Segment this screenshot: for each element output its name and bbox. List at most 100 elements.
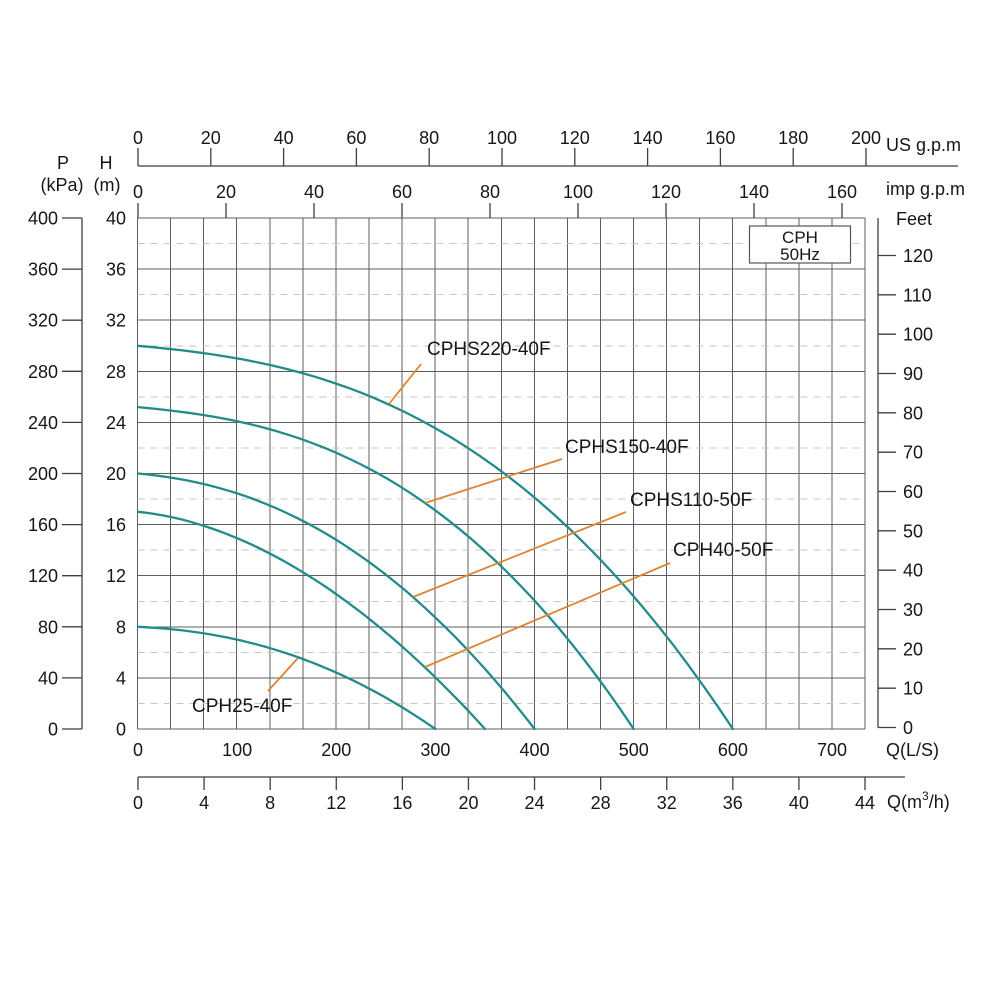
leader-line-CPHS110-50F xyxy=(412,511,627,598)
flow-m3h-tick-label: 28 xyxy=(591,793,611,813)
feet-tick-label: 70 xyxy=(903,443,923,463)
flow-m3h-tick-label: 4 xyxy=(199,793,209,813)
kpa-tick-label: 0 xyxy=(48,720,58,740)
head-m-tick-label: 8 xyxy=(116,617,126,637)
flow-m3h-tick-label: 0 xyxy=(133,793,143,813)
imp-gpm-tick-label: 80 xyxy=(480,182,500,202)
kpa-tick-label: 400 xyxy=(28,209,58,229)
us-gpm-tick-label: 20 xyxy=(201,128,221,148)
feet-tick-label: 80 xyxy=(903,403,923,423)
feet-tick-label: 20 xyxy=(903,639,923,659)
head-m-tick-label: 24 xyxy=(106,413,126,433)
flow-ls-tick-label: 500 xyxy=(619,740,649,760)
us-gpm-tick-label: 100 xyxy=(487,128,517,148)
feet-tick-label: 90 xyxy=(903,364,923,384)
feet-tick-label: 120 xyxy=(903,246,933,266)
kpa-tick-label: 160 xyxy=(28,515,58,535)
legend-frequency: 50Hz xyxy=(780,245,820,264)
curve-label-CPHS110-50F: CPHS110-50F xyxy=(630,490,752,511)
us-gpm-tick-label: 200 xyxy=(851,128,881,148)
curve-CPHS150-40F xyxy=(136,405,635,731)
feet-tick-label: 60 xyxy=(903,482,923,502)
flow-ls-tick-label: 300 xyxy=(420,740,450,760)
flow-m3h-tick-label: 40 xyxy=(789,793,809,813)
us-gpm-tick-label: 160 xyxy=(705,128,735,148)
us-gpm-tick-label: 120 xyxy=(560,128,590,148)
kpa-tick-label: 360 xyxy=(28,260,58,280)
flow-m3h-tick-label: 44 xyxy=(855,793,875,813)
kpa-tick-label: 80 xyxy=(38,617,58,637)
flow-ls-tick-label: 600 xyxy=(718,740,748,760)
legend-box xyxy=(748,225,852,264)
feet-tick-label: 110 xyxy=(903,285,932,305)
imp-gpm-tick-label: 100 xyxy=(563,182,593,202)
leader-line-CPHS220-40F xyxy=(388,363,422,405)
imp-gpm-tick-label: 60 xyxy=(392,182,412,202)
us-gpm-tick-label: 60 xyxy=(346,128,366,148)
flow-m3h-tick-label: 20 xyxy=(458,793,478,813)
leader-line-CPHS150-40F xyxy=(424,458,563,504)
curve-CPH40-50F xyxy=(136,510,487,731)
kpa-tick-label: 120 xyxy=(28,566,58,586)
us-gpm-tick-label: 40 xyxy=(274,128,294,148)
flow-ls-unit-label: Q(L/S) xyxy=(886,740,939,760)
curve-label-CPHS150-40F: CPHS150-40F xyxy=(565,437,689,458)
flow-m3h-tick-label: 16 xyxy=(392,793,412,813)
flow-ls-tick-label: 0 xyxy=(133,740,143,760)
legend-series-name: CPH xyxy=(782,228,818,247)
flow-m3h-tick-label: 32 xyxy=(657,793,677,813)
head-m-tick-label: 32 xyxy=(106,311,126,331)
curve-label-CPH40-50F: CPH40-50F xyxy=(673,540,773,561)
feet-tick-label: 10 xyxy=(903,679,923,699)
head-m-tick-label: 0 xyxy=(116,720,126,740)
feet-tick-label: 50 xyxy=(903,521,923,541)
flow-m3h-tick-label: 36 xyxy=(723,793,743,813)
imp-gpm-tick-label: 120 xyxy=(651,182,681,202)
head-m-tick-label: 16 xyxy=(106,515,126,535)
flow-m3h-tick-label: 8 xyxy=(265,793,275,813)
head-header-symbol: H xyxy=(100,153,113,173)
kpa-tick-label: 280 xyxy=(28,362,58,382)
flow-ls-tick-label: 200 xyxy=(321,740,351,760)
imp-gpm-tick-label: 20 xyxy=(216,182,236,202)
head-m-tick-label: 28 xyxy=(106,362,126,382)
us-gpm-tick-label: 80 xyxy=(419,128,439,148)
leader-line-CPH40-50F xyxy=(424,562,671,668)
imp-gpm-unit-label: imp g.p.m xyxy=(886,179,965,199)
flow-m3h-tick-label: 24 xyxy=(525,793,545,813)
curve-label-CPH25-40F: CPH25-40F xyxy=(192,696,292,717)
head-m-tick-label: 20 xyxy=(106,464,126,484)
curve-CPH25-40F xyxy=(136,625,437,731)
kpa-tick-label: 240 xyxy=(28,413,58,433)
us-gpm-tick-label: 140 xyxy=(633,128,663,148)
us-gpm-tick-label: 0 xyxy=(133,128,143,148)
head-m-tick-label: 40 xyxy=(106,209,126,229)
curve-label-CPHS220-40F: CPHS220-40F xyxy=(427,339,551,360)
head-m-tick-label: 12 xyxy=(106,566,126,586)
kpa-tick-label: 320 xyxy=(28,311,58,331)
head-header-unit: (m) xyxy=(94,175,121,195)
feet-tick-label: 30 xyxy=(903,600,923,620)
feet-tick-label: 100 xyxy=(903,325,933,345)
kpa-tick-label: 40 xyxy=(38,668,58,688)
us-gpm-unit-label: US g.p.m xyxy=(886,135,961,155)
feet-tick-label: 0 xyxy=(903,718,913,738)
imp-gpm-tick-label: 160 xyxy=(827,182,857,202)
curve-CPHS220-40F xyxy=(136,344,735,731)
imp-gpm-tick-label: 40 xyxy=(304,182,324,202)
feet-tick-label: 40 xyxy=(903,561,923,581)
kpa-header-symbol: P xyxy=(57,153,69,173)
leader-line-CPH25-40F xyxy=(267,657,299,692)
kpa-tick-label: 200 xyxy=(28,464,58,484)
imp-gpm-tick-label: 0 xyxy=(133,182,143,202)
flow-ls-tick-label: 400 xyxy=(520,740,550,760)
kpa-header-unit: (kPa) xyxy=(40,175,83,195)
head-m-tick-label: 36 xyxy=(106,260,126,280)
head-m-tick-label: 4 xyxy=(116,668,126,688)
flow-ls-tick-label: 100 xyxy=(222,740,252,760)
us-gpm-tick-label: 180 xyxy=(778,128,808,148)
imp-gpm-tick-label: 140 xyxy=(739,182,769,202)
feet-unit-label: Feet xyxy=(896,209,932,229)
